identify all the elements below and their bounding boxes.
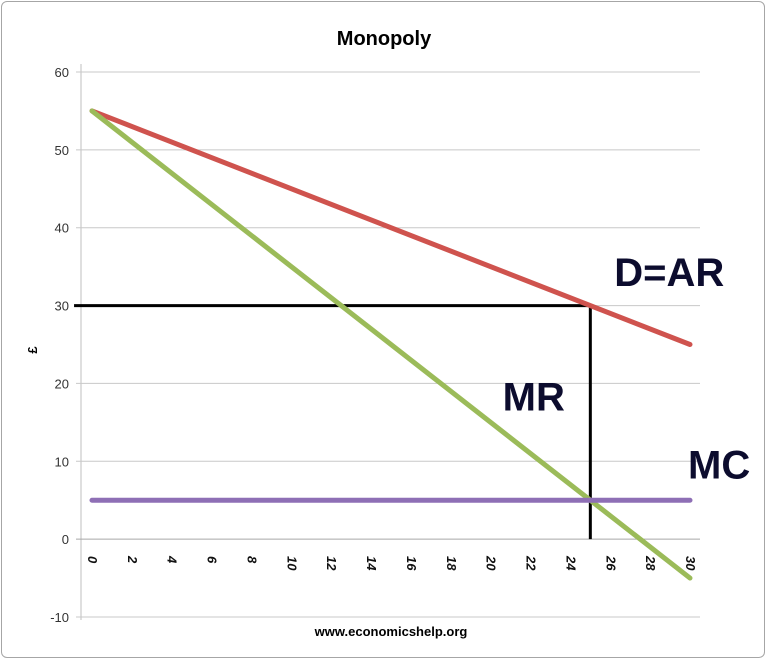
y-tick-label: -10 — [50, 610, 69, 625]
x-tick-label: 16 — [404, 556, 419, 571]
x-tick-label: 28 — [643, 555, 658, 571]
x-tick-label: 0 — [85, 556, 100, 564]
x-tick-label: 6 — [205, 556, 220, 564]
x-tick-label: 12 — [324, 556, 339, 571]
x-tick-label: 4 — [165, 555, 180, 564]
x-axis-label: www.economicshelp.org — [314, 624, 468, 639]
y-axis-label: £ — [25, 346, 40, 354]
annotation-label: MR — [503, 376, 565, 420]
chart-title: Monopoly — [337, 28, 432, 50]
x-tick-label: 18 — [444, 556, 459, 571]
y-tick-label: 60 — [55, 65, 69, 80]
x-tick-label: 26 — [603, 555, 618, 571]
x-tick-label: 10 — [284, 556, 299, 571]
y-tick-label: 0 — [62, 532, 69, 547]
annotation-label: MC — [688, 443, 750, 487]
y-tick-label: 40 — [55, 221, 69, 236]
x-tick-label: 24 — [563, 555, 578, 571]
x-tick-label: 2 — [125, 555, 140, 564]
series-line-d-ar — [89, 108, 693, 347]
x-tick-label: 8 — [244, 556, 259, 564]
x-tick-label: 14 — [364, 556, 379, 571]
series-line-mr — [89, 108, 693, 581]
y-tick-label: 50 — [55, 143, 69, 158]
x-tick-label: 22 — [524, 555, 539, 571]
x-tick-label: 20 — [484, 555, 499, 571]
y-tick-label: 30 — [55, 299, 69, 314]
y-tick-label: 10 — [55, 454, 69, 469]
annotation-label: D=AR — [614, 251, 724, 295]
x-tick-label: 30 — [683, 556, 698, 571]
y-tick-label: 20 — [55, 376, 69, 391]
